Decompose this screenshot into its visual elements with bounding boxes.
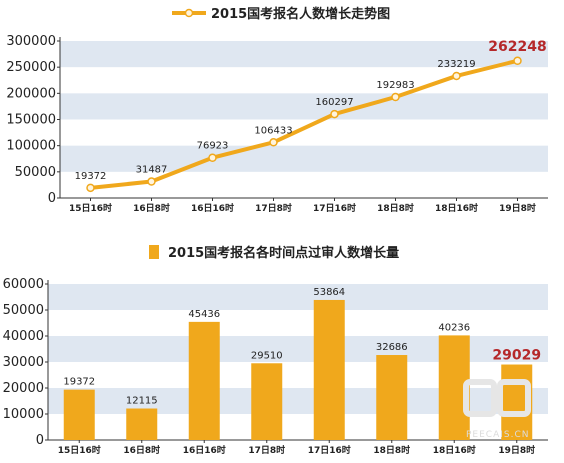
- bar-data-label: 32686: [376, 342, 408, 353]
- bar-chart-y-tick-label: 30000: [3, 355, 44, 370]
- line-chart-x-tick-label: 17日8时: [255, 202, 292, 214]
- line-chart-y-tick-label: 300000: [6, 34, 56, 49]
- line-data-label: 192983: [376, 80, 414, 91]
- line-chart-title: 2015国考报名人数增长走势图: [211, 6, 390, 22]
- line-data-label-highlight: 262248: [488, 39, 546, 55]
- bar: [188, 321, 220, 440]
- bar-chart-grid-band: [48, 284, 548, 310]
- line-data-point: [452, 71, 461, 81]
- bar-chart-y-tick-label: 0: [36, 433, 44, 448]
- bar-chart-title: 2015国考报名各时间点过审人数增长量: [168, 245, 399, 261]
- bar-chart-y-tick-label: 40000: [3, 329, 44, 344]
- line-data-point: [269, 138, 278, 147]
- bar-chart-y-tick-label: 50000: [3, 303, 44, 318]
- bar-chart-x-tick-label: 15日16时: [58, 444, 101, 456]
- line-data-label: 76923: [197, 141, 229, 152]
- line-data-point: [208, 153, 217, 162]
- line-data-point: [147, 177, 156, 186]
- line-data-point: [86, 183, 95, 193]
- bar-chart-grid-band: [48, 388, 548, 414]
- line-data-point: [513, 56, 522, 66]
- line-data-point: [330, 109, 339, 119]
- bar-chart-x-tick-label: 16日16时: [183, 444, 226, 456]
- bar-data-label: 40236: [438, 322, 470, 333]
- line-chart-x-tick-label: 17日16时: [313, 202, 356, 214]
- line-chart-y-tick-label: 0: [48, 191, 56, 206]
- bar-chart-grid-band: [48, 336, 548, 362]
- bar-chart-y-tick-label: 10000: [3, 407, 44, 422]
- line-data-point: [391, 92, 400, 102]
- bar-chart-y-tick-label: 20000: [3, 381, 44, 396]
- line-series: [88, 58, 520, 190]
- bar-data-label: 53864: [313, 287, 345, 298]
- line-chart-grid-band: [60, 41, 548, 68]
- bar: [126, 408, 158, 440]
- bar: [251, 363, 283, 440]
- line-chart-x-tick-label: 19日8时: [499, 202, 536, 214]
- line-data-label: 31487: [136, 165, 168, 176]
- bar-chart: 2015国考报名各时间点过审人数增长量 0 10000 20000 30000 4000…: [3, 245, 548, 456]
- line-data-label: 19372: [75, 171, 107, 182]
- bar-data-label: 45436: [188, 309, 220, 320]
- line-data-label: 233219: [437, 59, 475, 70]
- line-chart-x-tick-label: 16日16时: [191, 202, 234, 214]
- line-chart-y-tick-label: 250000: [6, 60, 56, 75]
- bar-chart-y-tick-label: 60000: [3, 277, 44, 292]
- line-chart-grid-band: [60, 93, 548, 120]
- bar-chart-x-tick-label: 17日16时: [308, 444, 351, 456]
- bar-chart-x-tick-label: 16日8时: [123, 444, 160, 456]
- line-chart-x-tick-label: 16日8时: [133, 202, 170, 214]
- line-chart-legend: 2015国考报名人数增长走势图: [172, 6, 390, 22]
- bar-chart-x-tick-label: 18日8时: [373, 444, 410, 456]
- line-chart-grid-band: [60, 145, 548, 172]
- bar-data-label-highlight: 29029: [492, 348, 541, 364]
- bar-chart-x-tick-label: 18日16时: [433, 444, 476, 456]
- bar-chart-legend: 2015国考报名各时间点过审人数增长量: [149, 245, 399, 261]
- bar-data-label: 19372: [63, 377, 95, 388]
- line-data-label: 106433: [254, 125, 292, 136]
- line-chart-x-tick-label: 18日8时: [377, 202, 414, 214]
- bar: [313, 299, 345, 440]
- bar-data-label: 29510: [251, 350, 283, 361]
- line-data-label: 160297: [315, 97, 353, 108]
- bar-data-label: 12115: [126, 396, 158, 407]
- bar-chart-x-tick-label: 19日8时: [498, 444, 535, 456]
- line-chart-y-tick-label: 150000: [6, 113, 56, 128]
- line-chart-y-tick-label: 200000: [6, 86, 56, 101]
- line-chart: 2015国考报名人数增长走势图 0 50000 100000 150000 200000…: [6, 6, 548, 214]
- line-chart-x-tick-label: 18日16时: [435, 202, 478, 214]
- watermark-text: PEECAIS.CN: [466, 430, 530, 440]
- bar: [376, 355, 408, 440]
- bar: [63, 389, 95, 440]
- line-chart-x-tick-label: 15日16时: [69, 202, 112, 214]
- watermark: PEECAIS.CN: [463, 379, 531, 440]
- line-chart-y-tick-label: 100000: [6, 139, 56, 154]
- line-chart-y-tick-label: 50000: [15, 165, 56, 180]
- bar-chart-x-tick-label: 17日8时: [248, 444, 285, 456]
